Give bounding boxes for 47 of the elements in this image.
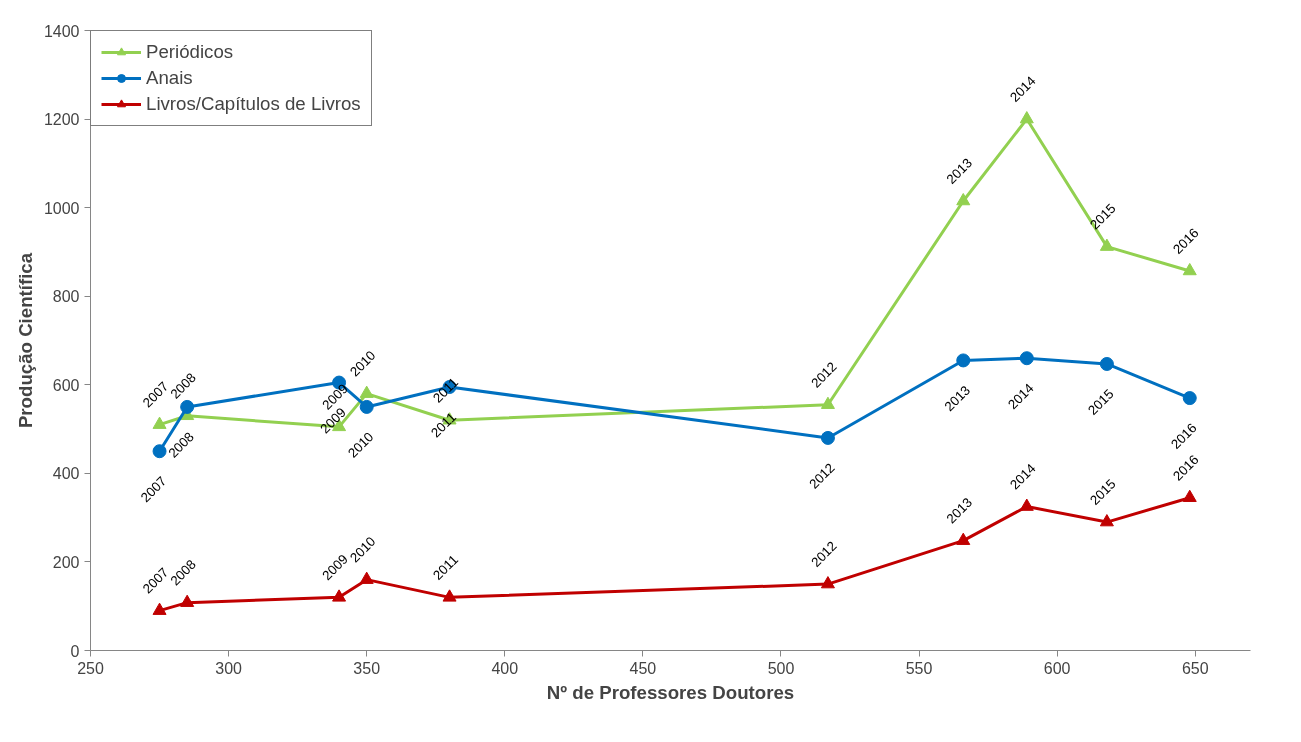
- point: [442, 589, 457, 602]
- x-tick-label: 300: [215, 659, 243, 677]
- y-tick-label: 1200: [43, 111, 80, 129]
- y-tick-label: 1000: [43, 199, 80, 217]
- point: [956, 353, 971, 368]
- point: [1182, 262, 1197, 276]
- point: [1019, 351, 1034, 366]
- point: [1099, 514, 1114, 527]
- x-axis-title: Nº de Professores Doutores: [546, 681, 795, 703]
- y-axis-title: Produção Científica: [14, 252, 36, 429]
- x-tick-label: 450: [629, 659, 657, 677]
- point: [152, 444, 167, 459]
- y-tick-label: 0: [70, 642, 80, 660]
- point: [152, 416, 167, 429]
- point: [180, 594, 195, 607]
- point: [359, 571, 374, 584]
- x-tick-label: 550: [905, 659, 933, 677]
- x-tick-label: 250: [77, 659, 104, 677]
- legend-label: Periódicos: [146, 41, 234, 63]
- point: [956, 532, 971, 545]
- y-tick-label: 800: [52, 288, 80, 306]
- point: [1019, 498, 1034, 511]
- x-tick-label: 600: [1043, 659, 1071, 677]
- point: [1182, 391, 1197, 406]
- point: [820, 430, 835, 445]
- x-tick-label: 500: [767, 659, 795, 677]
- point: [359, 385, 374, 398]
- point: [152, 602, 167, 615]
- point: [1099, 238, 1114, 251]
- legend-label: Livros/Capítulos de Livros: [146, 93, 361, 115]
- y-tick-label: 400: [52, 465, 80, 483]
- point: [1099, 356, 1114, 371]
- point: [1019, 111, 1034, 124]
- point: [359, 399, 374, 414]
- point: [820, 396, 835, 409]
- x-tick-label: 350: [353, 659, 381, 677]
- point: [956, 192, 971, 206]
- y-tick-label: 1400: [43, 22, 80, 40]
- point: [180, 399, 195, 414]
- y-tick-label: 600: [52, 376, 80, 394]
- point: [1182, 489, 1197, 502]
- x-tick-label: 650: [1181, 659, 1209, 677]
- point: [820, 576, 835, 589]
- x-tick-label: 400: [491, 659, 519, 677]
- y-tick-label: 200: [52, 553, 80, 571]
- point: [332, 589, 347, 602]
- legend-label: Anais: [146, 67, 193, 89]
